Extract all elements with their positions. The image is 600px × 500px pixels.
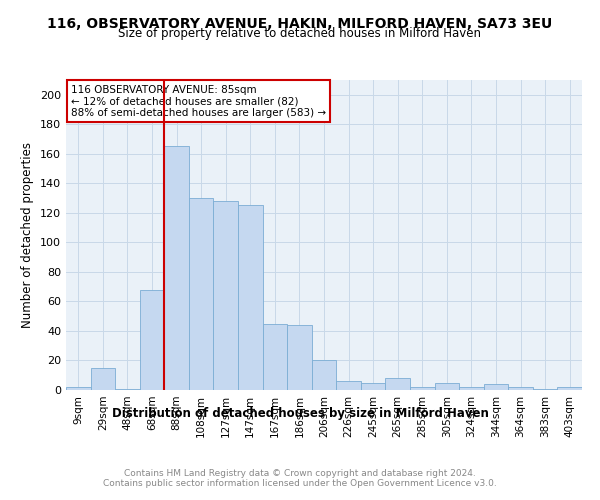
Bar: [164, 146, 189, 390]
Text: Contains HM Land Registry data © Crown copyright and database right 2024.: Contains HM Land Registry data © Crown c…: [124, 468, 476, 477]
Bar: [410, 387, 434, 390]
Text: 116, OBSERVATORY AVENUE, HAKIN, MILFORD HAVEN, SA73 3EU: 116, OBSERVATORY AVENUE, HAKIN, MILFORD …: [47, 18, 553, 32]
Bar: [361, 382, 385, 390]
Bar: [66, 387, 91, 390]
Bar: [336, 381, 361, 390]
Bar: [312, 360, 336, 390]
Bar: [557, 387, 582, 390]
Bar: [287, 325, 312, 390]
Text: 116 OBSERVATORY AVENUE: 85sqm
← 12% of detached houses are smaller (82)
88% of s: 116 OBSERVATORY AVENUE: 85sqm ← 12% of d…: [71, 84, 326, 118]
Bar: [459, 387, 484, 390]
Bar: [508, 387, 533, 390]
Bar: [385, 378, 410, 390]
Bar: [263, 324, 287, 390]
Text: Distribution of detached houses by size in Milford Haven: Distribution of detached houses by size …: [112, 408, 488, 420]
Bar: [484, 384, 508, 390]
Bar: [533, 388, 557, 390]
Bar: [189, 198, 214, 390]
Bar: [214, 201, 238, 390]
Y-axis label: Number of detached properties: Number of detached properties: [22, 142, 34, 328]
Text: Contains public sector information licensed under the Open Government Licence v3: Contains public sector information licen…: [103, 478, 497, 488]
Bar: [91, 368, 115, 390]
Bar: [140, 290, 164, 390]
Bar: [115, 388, 140, 390]
Bar: [434, 382, 459, 390]
Text: Size of property relative to detached houses in Milford Haven: Size of property relative to detached ho…: [119, 28, 482, 40]
Bar: [238, 206, 263, 390]
